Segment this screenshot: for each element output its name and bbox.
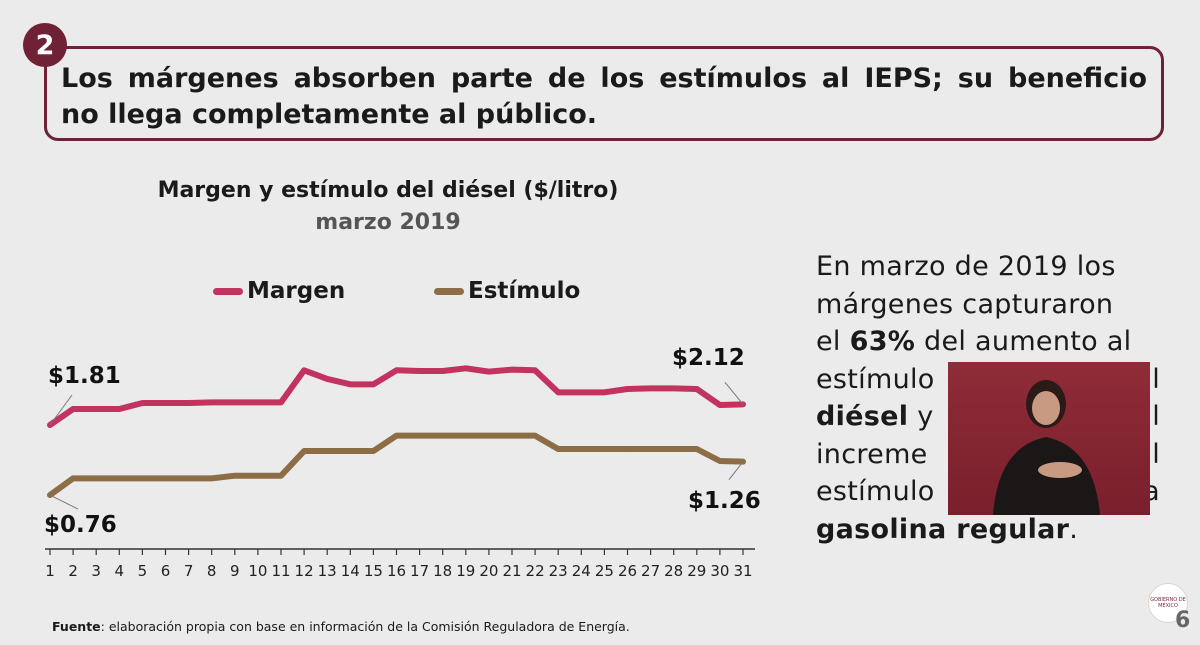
para-line: márgenes capturaron — [816, 288, 1114, 320]
x-tick-label: 6 — [161, 562, 171, 580]
highlight-diesel: diésel — [816, 401, 909, 432]
x-tick-label: 3 — [91, 562, 101, 580]
data-label: $0.76 — [44, 512, 117, 538]
legend-item-estimulo: Estímulo — [434, 278, 580, 304]
x-tick-label: 19 — [456, 562, 475, 580]
para-text: estímulo — [816, 476, 935, 507]
x-tick-label: 21 — [502, 562, 521, 580]
x-tick-label: 10 — [248, 562, 267, 580]
chart-title: Margen y estímulo del diésel ($/litro) — [157, 178, 619, 203]
x-tick-label: 22 — [526, 562, 545, 580]
annotation-leader — [49, 394, 73, 426]
source-note: Fuente: elaboración propia con base en i… — [52, 619, 630, 634]
page-number: 6 — [1175, 608, 1191, 633]
para-line: En marzo de 2019 los — [816, 251, 1116, 282]
section-number-badge: 2 — [23, 23, 67, 67]
legend-label-margen: Margen — [247, 278, 346, 304]
data-label: $2.12 — [672, 345, 745, 371]
x-tick-label: 24 — [572, 562, 591, 580]
x-tick-label: 23 — [549, 562, 568, 580]
annotation-leader — [728, 461, 744, 480]
para-text: del aumento al — [915, 326, 1132, 357]
interpreter-figure-icon — [993, 380, 1100, 515]
x-tick-label: 5 — [138, 562, 148, 580]
chart-subtitle: marzo 2019 — [315, 210, 461, 235]
x-tick-label: 13 — [318, 562, 337, 580]
highlight-gasolina: gasolina regular — [816, 513, 1070, 545]
para-text: . — [1069, 513, 1079, 545]
legend-swatch-margen — [213, 287, 243, 295]
x-tick-label: 2 — [68, 562, 78, 580]
headline-line-2: no llega completamente al público. — [61, 99, 598, 130]
headline-box: Los márgenes absorben parte de los estím… — [44, 46, 1164, 141]
x-tick-label: 20 — [479, 562, 498, 580]
x-tick-label: 31 — [733, 562, 752, 580]
x-tick-label: 4 — [115, 562, 125, 580]
x-tick-label: 7 — [184, 562, 194, 580]
legend-swatch-estimulo — [434, 287, 464, 295]
sign-language-interpreter-video — [948, 362, 1150, 515]
source-label: Fuente — [52, 619, 101, 634]
annotation-leader — [724, 382, 744, 405]
x-tick-label: 16 — [387, 562, 406, 580]
para-text: l — [1152, 363, 1160, 395]
x-tick-label: 1 — [45, 562, 55, 580]
x-tick-label: 17 — [410, 562, 429, 580]
para-text: increme — [816, 438, 928, 470]
para-text: estímulo — [816, 363, 935, 395]
x-tick-label: 29 — [687, 562, 706, 580]
para-text: el — [816, 326, 850, 357]
data-label: $1.81 — [48, 363, 121, 389]
x-tick-label: 28 — [664, 562, 683, 580]
x-tick-label: 18 — [433, 562, 452, 580]
para-text: l — [1152, 438, 1160, 470]
gobierno-de-mexico-logo: GOBIERNO DE MÉXICO — [1148, 583, 1188, 623]
legend-label-estimulo: Estímulo — [468, 278, 581, 304]
x-tick-label: 8 — [207, 562, 217, 580]
x-tick-label: 25 — [595, 562, 614, 580]
x-tick-label: 27 — [641, 562, 660, 580]
x-tick-label: 9 — [230, 562, 240, 580]
annotation-leader — [49, 494, 79, 510]
series-line-estimulo — [47, 432, 746, 499]
summary-paragraph: En marzo de 2019 los márgenes capturaron… — [816, 248, 1160, 548]
para-text: y — [908, 401, 934, 432]
x-tick-label: 14 — [341, 562, 360, 580]
x-tick-label: 12 — [295, 562, 314, 580]
x-tick-label: 26 — [618, 562, 637, 580]
source-text: : elaboración propia con base en informa… — [100, 619, 630, 634]
x-tick-label: 30 — [710, 562, 729, 580]
logo-text: GOBIERNO DE MÉXICO — [1150, 597, 1186, 609]
headline-line-1: Los márgenes absorben parte de los estím… — [61, 63, 1147, 94]
x-tick-label: 15 — [364, 562, 383, 580]
series-line-margen — [47, 365, 746, 428]
legend-item-margen: Margen — [213, 278, 345, 304]
highlight-percent: 63% — [849, 326, 916, 357]
x-tick-label: 11 — [271, 562, 290, 580]
data-label: $1.26 — [688, 488, 761, 514]
para-text: l — [1152, 401, 1160, 432]
